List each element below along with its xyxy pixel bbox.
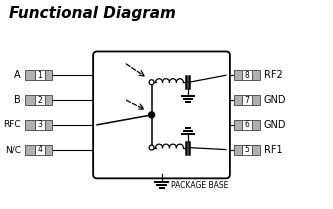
Bar bbox=[35, 70, 45, 80]
Bar bbox=[25, 95, 35, 105]
Text: RF1: RF1 bbox=[264, 145, 282, 155]
Bar bbox=[35, 120, 45, 130]
Text: GND: GND bbox=[264, 95, 286, 105]
Text: B: B bbox=[14, 95, 21, 105]
Bar bbox=[252, 95, 260, 105]
Text: 6: 6 bbox=[244, 120, 249, 129]
Text: 8: 8 bbox=[244, 71, 249, 80]
Text: Functional Diagram: Functional Diagram bbox=[9, 6, 176, 21]
Bar bbox=[45, 120, 53, 130]
Text: 1: 1 bbox=[37, 71, 42, 80]
Bar bbox=[252, 120, 260, 130]
Text: RF2: RF2 bbox=[264, 70, 282, 80]
Bar bbox=[252, 145, 260, 154]
Text: 5: 5 bbox=[244, 145, 249, 154]
Bar bbox=[234, 70, 242, 80]
Text: N/C: N/C bbox=[5, 145, 21, 154]
Bar bbox=[45, 95, 53, 105]
Bar bbox=[35, 145, 45, 154]
Text: 4: 4 bbox=[37, 145, 42, 154]
Bar bbox=[35, 95, 45, 105]
Bar bbox=[242, 70, 252, 80]
Text: PACKAGE BASE: PACKAGE BASE bbox=[171, 181, 229, 190]
Bar bbox=[234, 95, 242, 105]
Bar bbox=[242, 95, 252, 105]
Bar bbox=[25, 120, 35, 130]
Text: RFC: RFC bbox=[3, 120, 21, 129]
Text: 7: 7 bbox=[244, 96, 249, 104]
Bar bbox=[234, 120, 242, 130]
Text: GND: GND bbox=[264, 120, 286, 130]
Bar bbox=[25, 145, 35, 154]
Text: A: A bbox=[14, 70, 21, 80]
Bar bbox=[45, 70, 53, 80]
Circle shape bbox=[149, 80, 154, 85]
Text: 3: 3 bbox=[37, 120, 42, 129]
Bar bbox=[45, 145, 53, 154]
Circle shape bbox=[149, 112, 155, 118]
Bar bbox=[25, 70, 35, 80]
Text: 2: 2 bbox=[37, 96, 42, 104]
Bar bbox=[242, 145, 252, 154]
FancyBboxPatch shape bbox=[93, 51, 230, 178]
Bar bbox=[252, 70, 260, 80]
Bar bbox=[234, 145, 242, 154]
Bar bbox=[242, 120, 252, 130]
Circle shape bbox=[149, 145, 154, 150]
